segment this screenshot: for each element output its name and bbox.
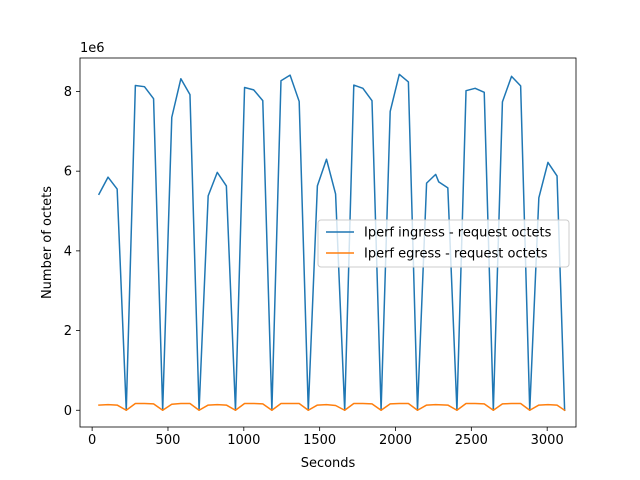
y-tick-label: 0 xyxy=(64,404,72,419)
plot-area-frame xyxy=(79,57,577,428)
legend-label-egress: Iperf egress - request octets xyxy=(364,247,548,262)
y-axis: 0 2 4 6 8 xyxy=(64,85,80,419)
x-tick-label: 500 xyxy=(156,433,181,448)
x-tick-label: 1500 xyxy=(303,433,336,448)
y-tick-label: 4 xyxy=(64,244,72,259)
x-tick-label: 0 xyxy=(88,433,96,448)
x-axis-label: Seconds xyxy=(301,456,356,471)
x-tick-label: 3000 xyxy=(531,433,564,448)
series-layer xyxy=(97,73,566,412)
x-tick-label: 2500 xyxy=(455,433,488,448)
x-axis: 0 500 1000 1500 2000 2500 3000 xyxy=(88,427,564,448)
x-tick-label: 2000 xyxy=(379,433,412,448)
y-axis-offset-text: 1e6 xyxy=(80,41,105,56)
series-line-0 xyxy=(97,73,566,412)
series-line-1 xyxy=(98,402,566,412)
x-tick-label: 1000 xyxy=(227,433,260,448)
y-tick-label: 8 xyxy=(64,85,72,100)
legend-box xyxy=(317,219,570,268)
y-axis-label: Number of octets xyxy=(40,186,55,299)
y-tick-label: 6 xyxy=(64,165,72,180)
legend-label-ingress: Iperf ingress - request octets xyxy=(364,226,552,241)
y-tick-label: 2 xyxy=(64,324,72,339)
legend: Iperf ingress - request octets Iperf egr… xyxy=(317,219,570,268)
